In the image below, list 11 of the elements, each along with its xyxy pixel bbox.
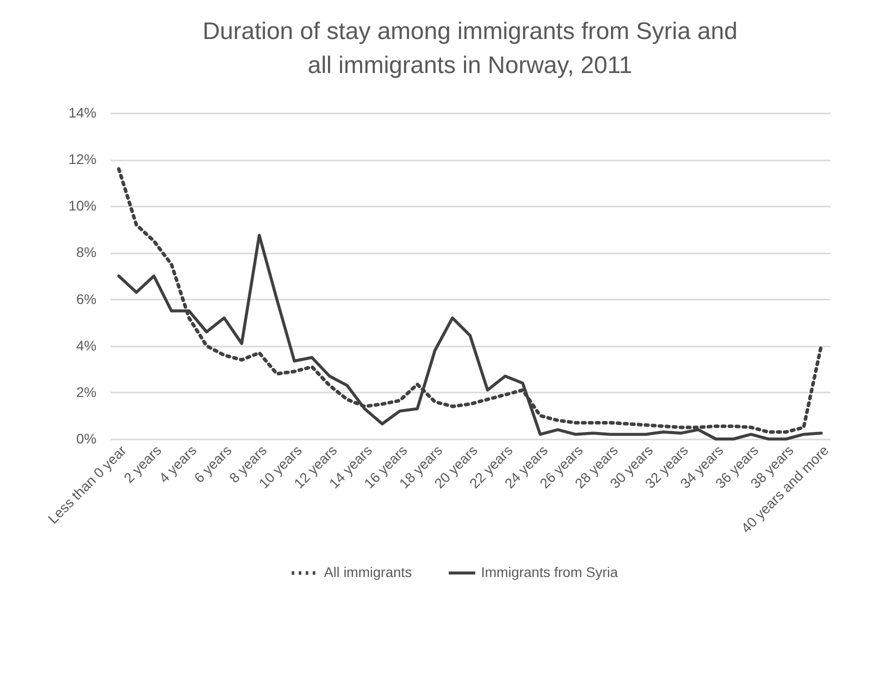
y-tick-label: 10% — [68, 198, 96, 214]
y-tick-label: 6% — [76, 290, 96, 307]
y-tick-label: 8% — [76, 244, 96, 260]
legend-label: All immigrants — [324, 564, 412, 580]
y-tick-label: 12% — [68, 151, 96, 168]
legend-label: Immigrants from Syria — [481, 564, 618, 580]
y-tick-label: 14% — [68, 104, 96, 120]
y-tick-label: 4% — [76, 337, 96, 354]
y-tick-label: 0% — [76, 430, 96, 446]
y-tick-label: 2% — [76, 384, 96, 400]
chart-title: Duration of stay among immigrants from Syria and all immigrants in Norway, 2011 — [202, 18, 738, 79]
